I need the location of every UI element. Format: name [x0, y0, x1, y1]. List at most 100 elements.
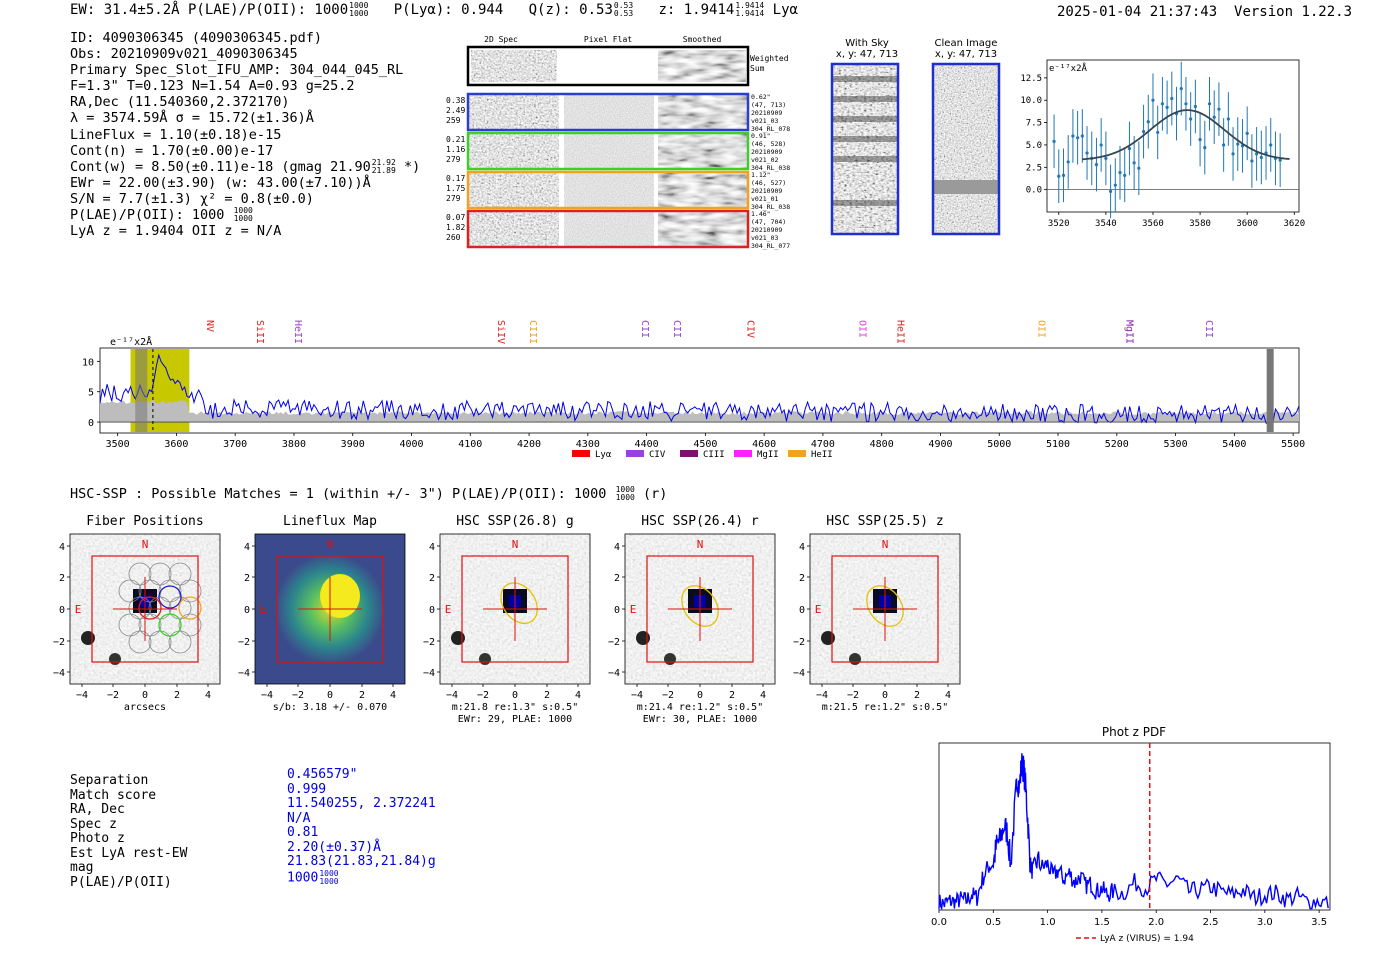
spectral-line-label: SiII	[254, 320, 265, 344]
cutout-xtick-label: −2	[662, 690, 674, 701]
sky-clean-stamps	[830, 62, 1001, 236]
spectrum-legend: Lyα CIV CIII MgII HeII	[572, 450, 833, 460]
info-fiber: F=1.3" T=0.123 N=1.54 A=0.93 g=25.2	[70, 78, 355, 95]
col-header-smoothed: Smoothed	[683, 35, 722, 44]
photz-xtick-label: 3.5	[1311, 917, 1327, 928]
cutout-xtick-label: −4	[76, 690, 88, 701]
fit-point	[1127, 146, 1132, 151]
cutout-ytick-label: 2	[799, 573, 805, 584]
fit-point	[1080, 134, 1084, 138]
stamp-left-label: 2.49	[446, 106, 465, 115]
with-sky-title: With Sky	[845, 38, 889, 49]
spec-xtick-label: 4800	[870, 439, 894, 450]
match-label: RA, Dec	[70, 802, 125, 817]
fit-point	[1198, 137, 1202, 142]
full-spectrum: NV SiII HeII SiIV CIII CII CII CIV OII HeII OII MgI…	[82, 320, 1305, 460]
spectrum-error-band	[100, 400, 1299, 423]
spec-xtick-label: 5000	[987, 439, 1011, 450]
match-value: 0.456579"	[287, 767, 358, 782]
spectra-stamps: 2D Spec Pixel Flat Smoothed Weighted Sum…	[446, 35, 790, 250]
info-obs: Obs: 20210909v021_4090306345	[70, 46, 298, 63]
fit-point	[1236, 142, 1240, 146]
fiber-position	[128, 562, 152, 586]
fit-xtick-label: 3520	[1048, 219, 1070, 229]
stamp-left-label: 1.16	[446, 145, 465, 154]
fit-point	[1132, 161, 1136, 165]
fit-point	[1269, 143, 1273, 147]
stamp-right-label: 304_RL_078	[751, 125, 790, 133]
spec-ytick-label: 5	[88, 388, 94, 399]
stamp-right-label: v021_03	[751, 117, 778, 125]
stamp-gap	[655, 211, 658, 247]
clean-image-frame	[931, 62, 1001, 236]
stamp-smoothed	[658, 172, 748, 208]
neighbor-source	[109, 653, 121, 665]
cutout-caption-2: EWr: 29, PLAE: 1000	[458, 714, 572, 725]
stamp-right-label: v021_03	[751, 234, 778, 242]
legend-label: Lyα	[595, 450, 612, 460]
spectral-line-label: HeII	[894, 320, 905, 344]
stamp-right-label: 1.46"	[751, 210, 771, 218]
weighted-label-1: Weighted	[750, 54, 789, 63]
fit-point	[1207, 102, 1212, 106]
cutout-group: Fiber Positions N E −4 −2 0 2 4 4 2 0 −2 −4 arcsecs Li…	[53, 514, 961, 725]
cutout-ytick-label: 0	[429, 605, 435, 616]
line-fit-curve	[1082, 109, 1290, 161]
fit-point	[1076, 136, 1080, 140]
compass-e: E	[75, 603, 82, 616]
legend-swatch	[680, 450, 698, 457]
stamp-pixelflat	[564, 172, 654, 208]
hsc-matches: HSC-SSP : Possible Matches = 1 (within +…	[70, 486, 668, 503]
legend-swatch	[572, 450, 590, 457]
hsc-band: (r)	[642, 486, 668, 502]
stamp-right-label: 0.91"	[751, 132, 771, 140]
header-qz-fraction: 0.53 0.53	[614, 2, 633, 18]
photz-series-line	[938, 753, 1329, 911]
info-contw: Cont(w) = 8.50(±0.11)e-18 (gmag 21.90 21.…	[70, 158, 420, 175]
cutout-xtick-label: 0	[142, 690, 148, 701]
cutout-xtick-label: −2	[107, 690, 119, 701]
stamp-gap	[561, 172, 564, 208]
fiber-position	[128, 630, 152, 654]
photz-xtick-label: 1.0	[1040, 917, 1056, 928]
cutout-caption: m:21.5 re:1.2" s:0.5"	[822, 702, 948, 713]
fit-point	[1165, 105, 1169, 109]
lineflux-peak	[320, 574, 360, 618]
cutout-title: HSC SSP(26.8) g	[456, 514, 573, 529]
weighted-label-2: Sum	[750, 64, 765, 73]
cutout-xtick-label: −2	[292, 690, 304, 701]
stamp-row-frame	[466, 170, 750, 210]
photz-xtick-label: 2.5	[1203, 917, 1219, 928]
fit-point	[1226, 117, 1230, 121]
fiber-position	[178, 613, 202, 637]
compass-e: E	[445, 603, 452, 616]
cutout-ytick-label: 4	[59, 542, 65, 553]
info-sn: S/N = 7.7(±1.3) χ² = 0.8(±0.0)	[70, 190, 314, 207]
with-sky-frame	[830, 62, 900, 236]
with-sky-image	[832, 64, 898, 234]
stamp-right-label: (46, 528)	[751, 140, 786, 148]
cutout-ytick-label: −4	[608, 668, 620, 679]
frac-hi: 1.9414	[735, 1, 765, 10]
stamp-right-label: v021_01	[751, 195, 778, 203]
match-value: 0.999	[287, 781, 327, 797]
cutout-xtick-label: 0	[327, 690, 333, 701]
header-z-fraction: 1.9414 1.9414	[735, 2, 764, 18]
fiber-position	[168, 630, 192, 654]
info-plae-fraction: 1000 1000	[234, 207, 253, 223]
fiber-position	[148, 562, 172, 586]
stamp-gap	[655, 172, 658, 208]
spectral-line-label: MgII	[1124, 320, 1135, 344]
detection-info: ID: 4090306345 (4090306345.pdf) Obs: 202…	[70, 30, 420, 239]
cutout-xtick-label: 4	[760, 690, 766, 701]
info-lyaz: LyA z = 1.9404 OII z = N/A	[70, 223, 282, 240]
stamp-left-label: 1.75	[446, 184, 465, 193]
stamp-pixelflat	[564, 94, 654, 130]
cutout-xtick-label: −4	[261, 690, 273, 701]
match-value: 21.83(21.83,21.84)g	[287, 854, 436, 869]
cutout-xtick-label: 0	[512, 690, 518, 701]
fit-point	[1151, 98, 1155, 102]
fit-point	[1203, 146, 1207, 150]
